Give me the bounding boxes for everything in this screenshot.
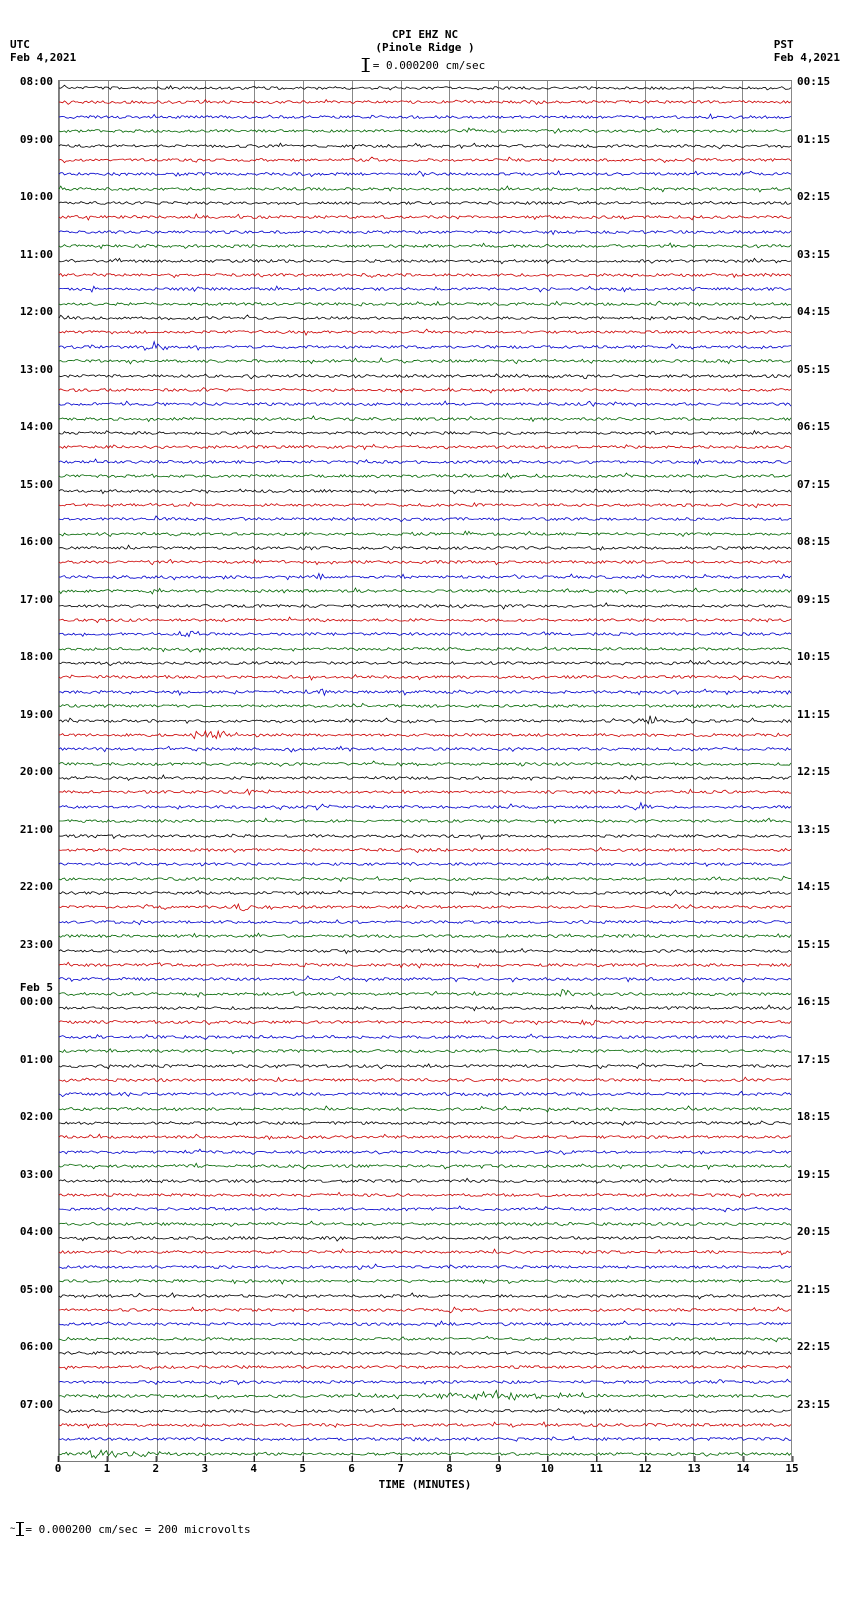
x-tick-label: 15 <box>785 1462 798 1475</box>
x-tick-label: 2 <box>153 1462 160 1475</box>
pst-time-label: 13:15 <box>797 823 830 836</box>
header-left-tz: UTC Feb 4,2021 <box>10 38 76 64</box>
x-tick-label: 7 <box>397 1462 404 1475</box>
x-tick-label: 4 <box>250 1462 257 1475</box>
scale-indicator: = 0.000200 cm/sec <box>365 58 486 72</box>
trace-row <box>59 1447 791 1461</box>
utc-time-label: 18:00 <box>20 650 53 663</box>
tz-right-label: PST <box>774 38 840 51</box>
utc-time-label: 19:00 <box>20 708 53 721</box>
tz-left-label: UTC <box>10 38 76 51</box>
pst-time-label: 04:15 <box>797 305 830 318</box>
scale-text: = 0.000200 cm/sec <box>373 59 486 72</box>
pst-time-label: 11:15 <box>797 708 830 721</box>
utc-time-label: 16:00 <box>20 535 53 548</box>
x-axis-title: TIME (MINUTES) <box>379 1478 472 1491</box>
x-tick-label: 13 <box>688 1462 701 1475</box>
utc-time-label: 09:00 <box>20 133 53 146</box>
utc-time-label: 06:00 <box>20 1340 53 1353</box>
footer-scale: ∼ = 0.000200 cm/sec = 200 microvolts <box>10 1522 840 1536</box>
header-right-tz: PST Feb 4,2021 <box>774 38 840 64</box>
utc-time-label: 22:00 <box>20 880 53 893</box>
utc-time-label: 11:00 <box>20 248 53 261</box>
x-tick-label: 10 <box>541 1462 554 1475</box>
pst-time-label: 19:15 <box>797 1168 830 1181</box>
utc-time-label: 10:00 <box>20 190 53 203</box>
utc-time-label: 12:00 <box>20 305 53 318</box>
x-tick-label: 12 <box>639 1462 652 1475</box>
footer-scale-bar-icon <box>19 1522 21 1536</box>
utc-time-label: 02:00 <box>20 1110 53 1123</box>
header-center: CPI EHZ NC (Pinole Ridge ) = 0.000200 cm… <box>365 28 486 75</box>
utc-time-label: 20:00 <box>20 765 53 778</box>
gridline-vertical <box>791 81 792 1461</box>
scale-bar-icon <box>365 58 367 72</box>
pst-time-label: 08:15 <box>797 535 830 548</box>
x-tick-label: 11 <box>590 1462 603 1475</box>
x-tick-label: 14 <box>736 1462 749 1475</box>
pst-time-label: 17:15 <box>797 1053 830 1066</box>
date-right-label: Feb 4,2021 <box>774 51 840 64</box>
utc-time-label: 17:00 <box>20 593 53 606</box>
utc-time-label: 23:00 <box>20 938 53 951</box>
utc-time-label: 21:00 <box>20 823 53 836</box>
pst-time-label: 23:15 <box>797 1398 830 1411</box>
x-tick-label: 0 <box>55 1462 62 1475</box>
pst-time-label: 03:15 <box>797 248 830 261</box>
x-tick-label: 9 <box>495 1462 502 1475</box>
pst-time-label: 00:15 <box>797 75 830 88</box>
header: UTC Feb 4,2021 CPI EHZ NC (Pinole Ridge … <box>10 10 840 80</box>
pst-time-label: 20:15 <box>797 1225 830 1238</box>
utc-time-label: 01:00 <box>20 1053 53 1066</box>
x-tick-label: 3 <box>201 1462 208 1475</box>
pst-time-label: 22:15 <box>797 1340 830 1353</box>
pst-time-label: 21:15 <box>797 1283 830 1296</box>
pst-time-label: 07:15 <box>797 478 830 491</box>
x-tick-label: 6 <box>348 1462 355 1475</box>
utc-time-label: 04:00 <box>20 1225 53 1238</box>
pst-time-label: 06:15 <box>797 420 830 433</box>
utc-time-label: 07:00 <box>20 1398 53 1411</box>
x-tick-label: 5 <box>299 1462 306 1475</box>
pst-time-label: 16:15 <box>797 995 830 1008</box>
utc-time-label: 08:00 <box>20 75 53 88</box>
pst-time-label: 01:15 <box>797 133 830 146</box>
x-axis: TIME (MINUTES) 0123456789101112131415 <box>58 1462 792 1502</box>
pst-time-label: 09:15 <box>797 593 830 606</box>
utc-time-label: 05:00 <box>20 1283 53 1296</box>
utc-time-label: 13:00 <box>20 363 53 376</box>
footer-scale-text: = 0.000200 cm/sec = 200 microvolts <box>25 1523 250 1536</box>
station-code: CPI EHZ NC <box>365 28 486 41</box>
pst-time-label: 12:15 <box>797 765 830 778</box>
pst-time-label: 15:15 <box>797 938 830 951</box>
pst-time-label: 14:15 <box>797 880 830 893</box>
seismogram-plot: 08:0009:0010:0011:0012:0013:0014:0015:00… <box>58 80 792 1462</box>
pst-time-label: 10:15 <box>797 650 830 663</box>
date-left-label: Feb 4,2021 <box>10 51 76 64</box>
station-name: (Pinole Ridge ) <box>365 41 486 54</box>
x-tick-label: 1 <box>104 1462 111 1475</box>
utc-time-label: 00:00 <box>20 995 53 1008</box>
utc-time-label: 03:00 <box>20 1168 53 1181</box>
pst-time-label: 18:15 <box>797 1110 830 1123</box>
x-tick-label: 8 <box>446 1462 453 1475</box>
date-change-label: Feb 5 <box>20 981 53 994</box>
pst-time-label: 02:15 <box>797 190 830 203</box>
utc-time-label: 15:00 <box>20 478 53 491</box>
pst-time-label: 05:15 <box>797 363 830 376</box>
utc-time-label: 14:00 <box>20 420 53 433</box>
